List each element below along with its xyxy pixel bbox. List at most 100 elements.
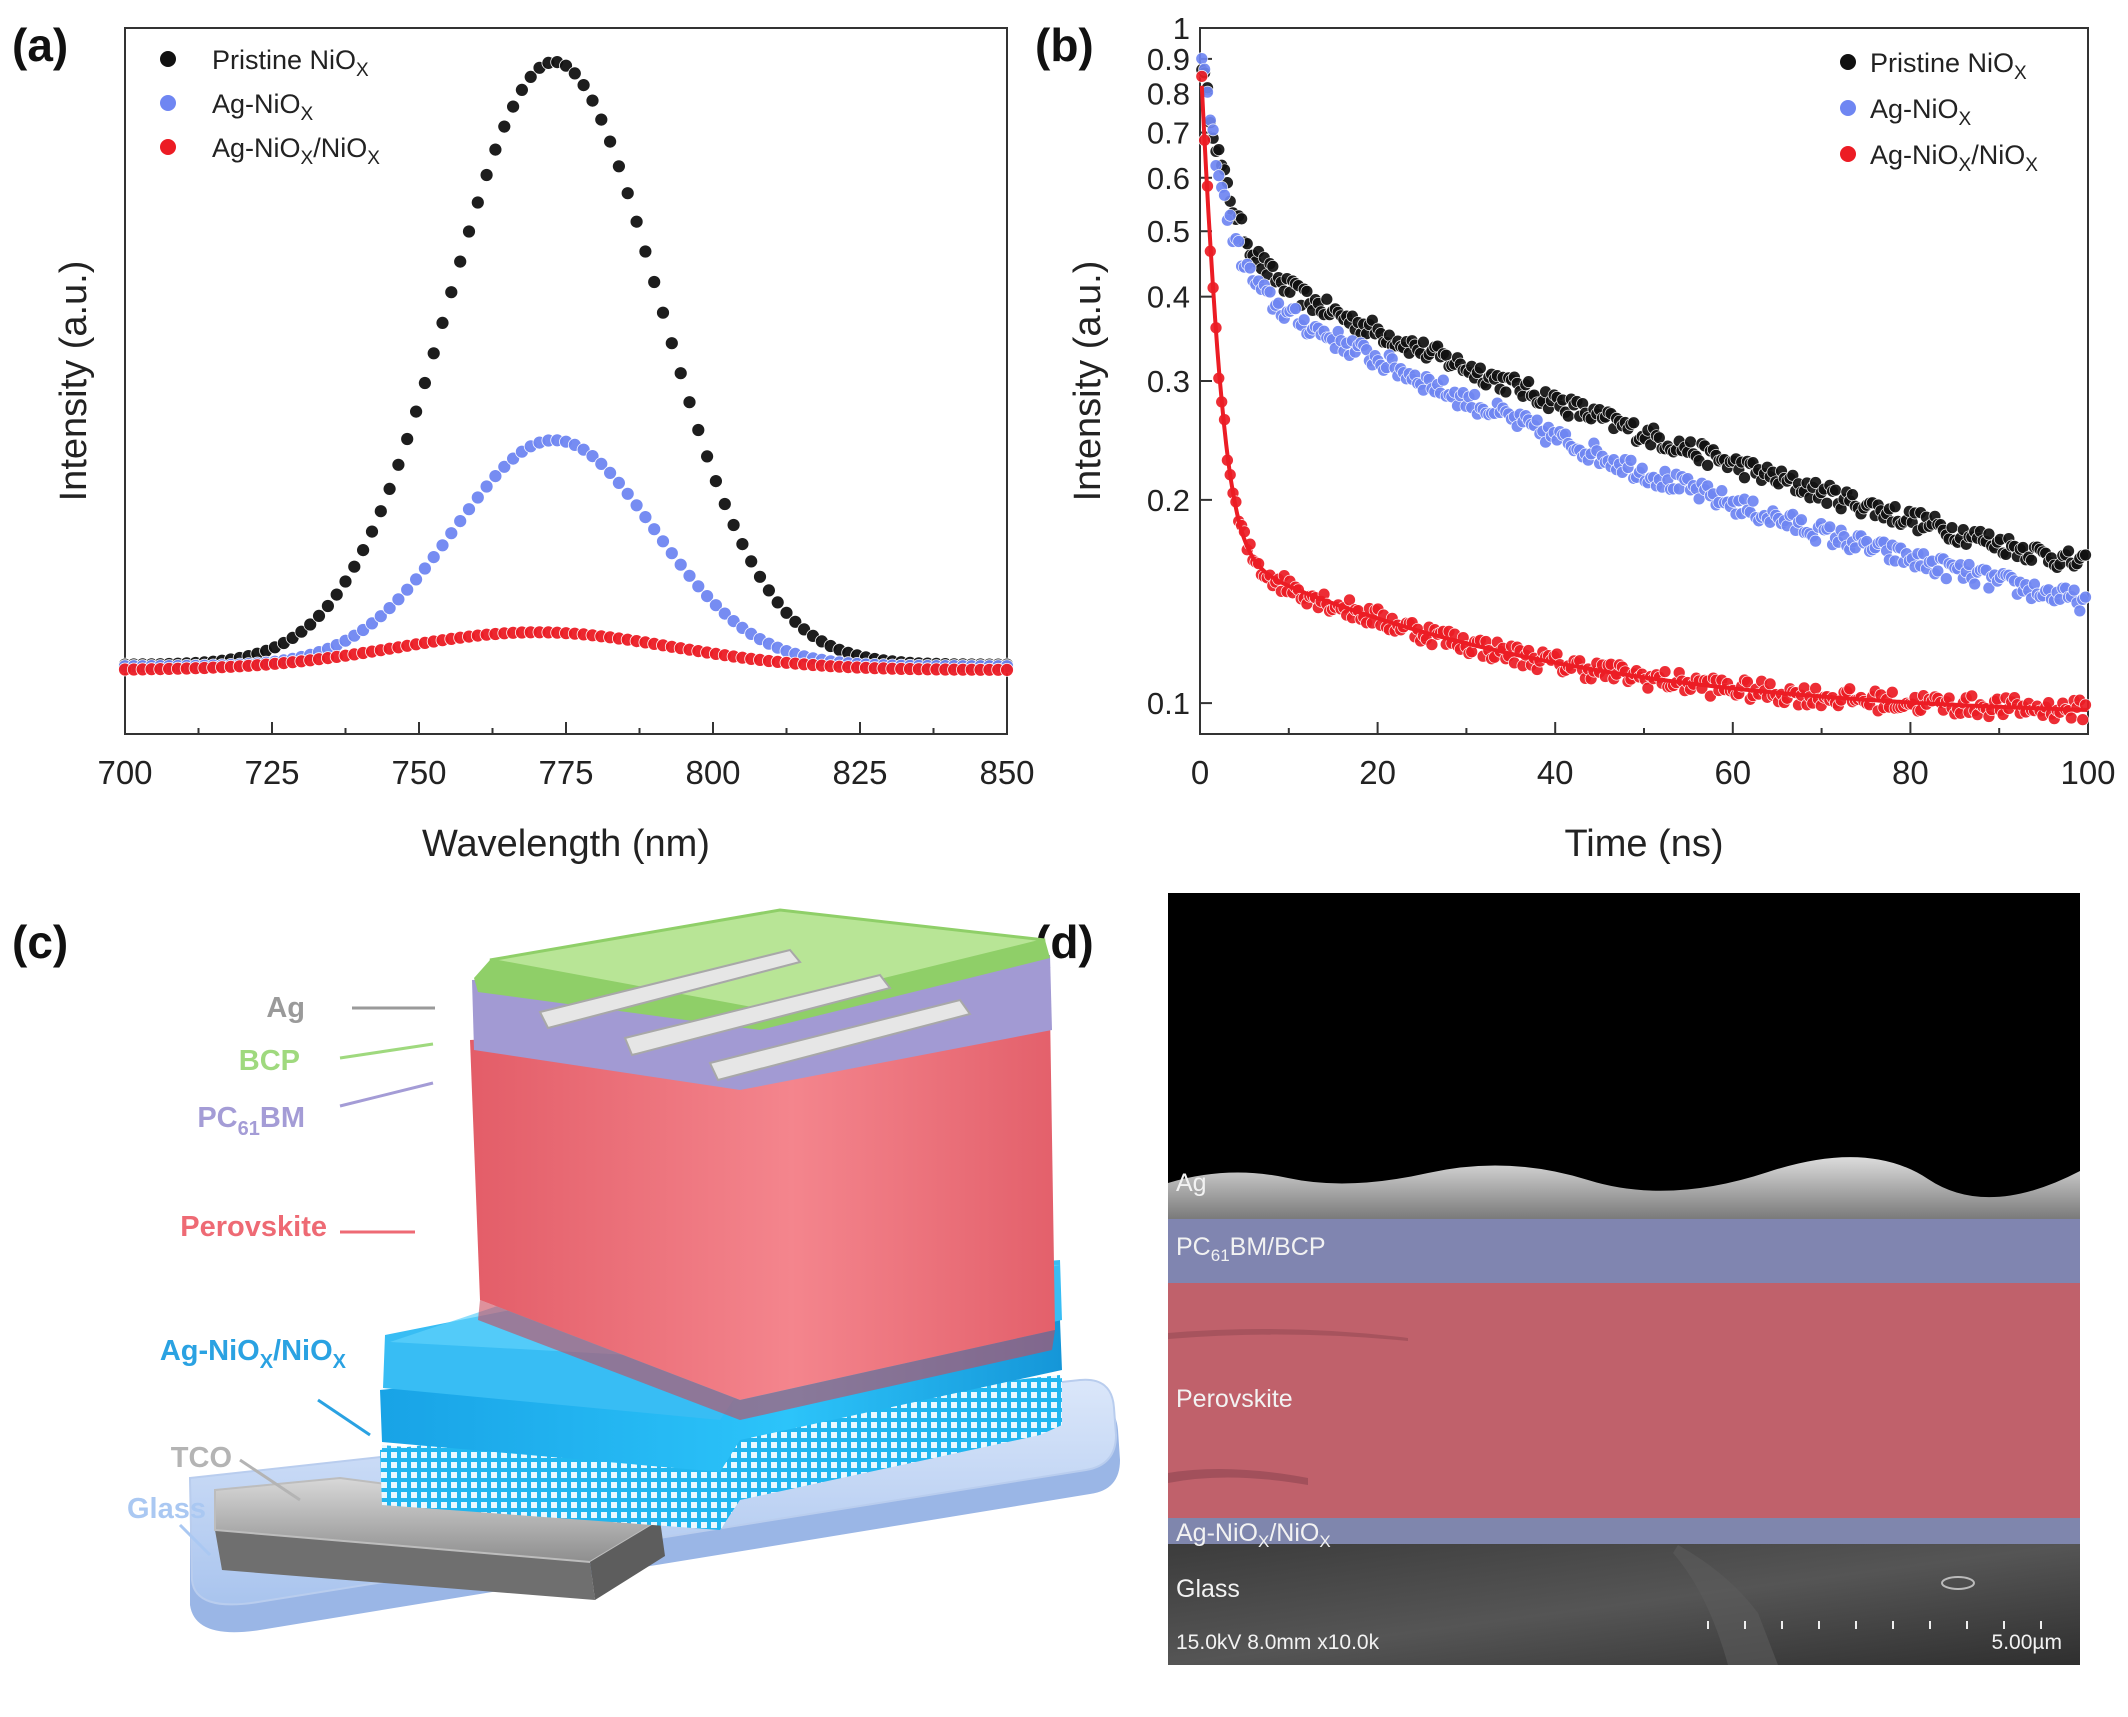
ag-electrodes	[538, 948, 972, 1082]
data-point-a-ag-niox	[426, 550, 441, 564]
data-point-b-ag-niox	[1195, 52, 1209, 65]
data-point-b-ag-niox	[1436, 373, 1450, 387]
data-point-a-ag-niox-niox	[1000, 663, 1014, 677]
sem-label-htl: Ag-NiOX/NiOX	[1176, 1519, 1331, 1551]
data-point-a-pristine	[762, 583, 776, 598]
trpl-decay-chart: 0 20 40 60 80 100 0.1 0.2 0.3 0.4 0.5 0.6 0.7 0.80.91…	[1067, 11, 2116, 865]
data-point-a-pristine	[329, 587, 344, 602]
x-tick-label-b: 0	[1191, 754, 1209, 791]
legend-b: Pristine NiOX Ag-NiOX Ag-NiOX/NiOX	[1840, 48, 2038, 176]
data-point-a-pristine	[426, 346, 441, 361]
data-point-a-pristine	[515, 83, 529, 97]
data-point-b-ag-niox	[2073, 604, 2087, 618]
label-tco: TCO	[171, 1442, 232, 1474]
sem-cross-section: Ag PC61BM/BCP Perovskite Ag-NiOX/NiOX Gl…	[1168, 893, 2080, 1665]
data-point-a-ag-niox	[417, 561, 432, 576]
y-axis-label-a: Intensity (a.u.)	[53, 261, 95, 502]
y-tick-label-b: 1	[1173, 11, 1190, 46]
y-tick-label-b: 0.8	[1147, 76, 1190, 111]
data-point-a-pristine	[470, 195, 485, 210]
x-tick-label-a: 850	[979, 754, 1034, 791]
data-point-b-ag-niox	[1530, 413, 1544, 427]
data-point-a-ag-niox	[497, 459, 512, 474]
data-point-b-ag-niox	[1243, 261, 1257, 275]
data-point-a-pristine	[700, 449, 714, 464]
legend-label-ag-niox-niox-b: Ag-NiOX/NiOX	[1870, 140, 2038, 176]
data-point-a-pristine	[770, 595, 785, 610]
data-point-a-pristine	[717, 497, 732, 511]
data-point-a-ag-niox	[638, 510, 653, 524]
data-point-a-pristine	[567, 66, 582, 81]
y-tick-label-b: 0.5	[1147, 214, 1190, 249]
y-tick-label-b: 0.1	[1147, 686, 1190, 721]
sem-info-bar: 15.0kV 8.0mm x10.0k	[1176, 1631, 1380, 1654]
label-htl: Ag-NiOX/NiOX	[160, 1335, 347, 1373]
data-point-a-pristine	[753, 569, 767, 584]
data-point-b-pristine	[1829, 483, 1842, 497]
data-point-a-ag-niox	[444, 526, 459, 541]
label-bcp: BCP	[239, 1045, 300, 1077]
data-point-a-pristine	[435, 315, 450, 330]
data-point-b-ag-niox	[1823, 520, 1837, 534]
data-point-b-ag-niox	[1212, 169, 1226, 182]
y-tick-label-b: 0.6	[1147, 161, 1190, 196]
data-point-b-pristine	[1888, 500, 1902, 514]
legend-label-ag-niox-niox: Ag-NiOX/NiOX	[212, 133, 380, 169]
data-point-a-pristine	[347, 559, 362, 574]
panel-letter-c: (c)	[12, 916, 69, 968]
data-point-a-ag-niox	[629, 498, 644, 513]
x-tick-label-a: 775	[538, 754, 593, 791]
data-point-b-ag-niox-niox	[2076, 713, 2090, 726]
data-point-a-pristine	[417, 376, 432, 390]
data-point-a-pristine	[338, 574, 353, 589]
legend-label-pristine: Pristine NiOX	[212, 45, 369, 81]
data-point-a-pristine	[382, 481, 397, 496]
data-point-a-ag-niox	[585, 449, 600, 464]
data-point-b-pristine	[1212, 143, 1226, 156]
sem-htl-layer	[1168, 1518, 2080, 1544]
legend-label-ag-niox: Ag-NiOX	[212, 89, 314, 125]
data-point-b-pristine	[1561, 409, 1575, 423]
sem-label-ag: Ag	[1176, 1169, 1207, 1197]
data-point-a-ag-niox	[391, 592, 406, 607]
data-point-a-pristine	[638, 244, 653, 259]
data-point-b-ag-niox	[1624, 454, 1638, 467]
data-point-a-pristine	[788, 614, 803, 629]
sem-label-glass: Glass	[1176, 1575, 1240, 1603]
data-point-b-ag-niox-niox	[1195, 70, 1209, 83]
data-point-a-pristine	[356, 543, 371, 557]
data-point-b-pristine	[1684, 435, 1697, 449]
data-point-b-ag-niox	[1809, 534, 1822, 548]
x-axis-label-b: Time (ns)	[1564, 823, 1723, 865]
data-point-a-pristine	[409, 404, 424, 419]
data-point-a-ag-niox	[691, 579, 706, 594]
data-point-b-ag-niox-niox	[1425, 638, 1439, 651]
legend-label-ag-niox-b: Ag-NiOX	[1870, 94, 1972, 130]
x-axis-a: 700 725 750 775 800 825 850	[97, 722, 1035, 791]
data-point-b-pristine	[1417, 335, 1430, 349]
data-points-a	[118, 55, 1014, 677]
data-point-b-pristine	[1738, 471, 1751, 485]
plot-frame-b	[1199, 27, 2089, 735]
data-point-a-ag-niox	[673, 557, 688, 572]
data-point-a-pristine	[682, 395, 697, 410]
data-point-b-ag-niox	[1232, 235, 1246, 248]
x-tick-label-a: 800	[685, 754, 740, 791]
x-tick-label-a: 725	[244, 754, 299, 791]
data-point-a-pristine	[488, 142, 503, 157]
data-point-a-pristine	[391, 457, 406, 472]
data-point-a-ag-niox	[470, 490, 485, 505]
y-tick-label-b: 0.4	[1147, 280, 1190, 315]
data-point-a-ag-niox	[709, 598, 723, 613]
label-ag: Ag	[266, 992, 305, 1024]
data-point-a-ag-niox	[603, 465, 617, 480]
data-point-b-ag-niox	[1272, 296, 1285, 310]
data-point-a-ag-niox	[717, 606, 732, 621]
x-tick-label-a: 700	[97, 754, 152, 791]
data-point-b-ag-niox	[1939, 572, 1953, 585]
data-point-b-pristine	[2025, 553, 2038, 567]
data-point-a-pristine	[691, 423, 706, 437]
data-point-b-pristine	[1945, 521, 1959, 534]
panel-letter-b: (b)	[1035, 19, 1094, 71]
data-point-a-pristine	[779, 605, 794, 620]
